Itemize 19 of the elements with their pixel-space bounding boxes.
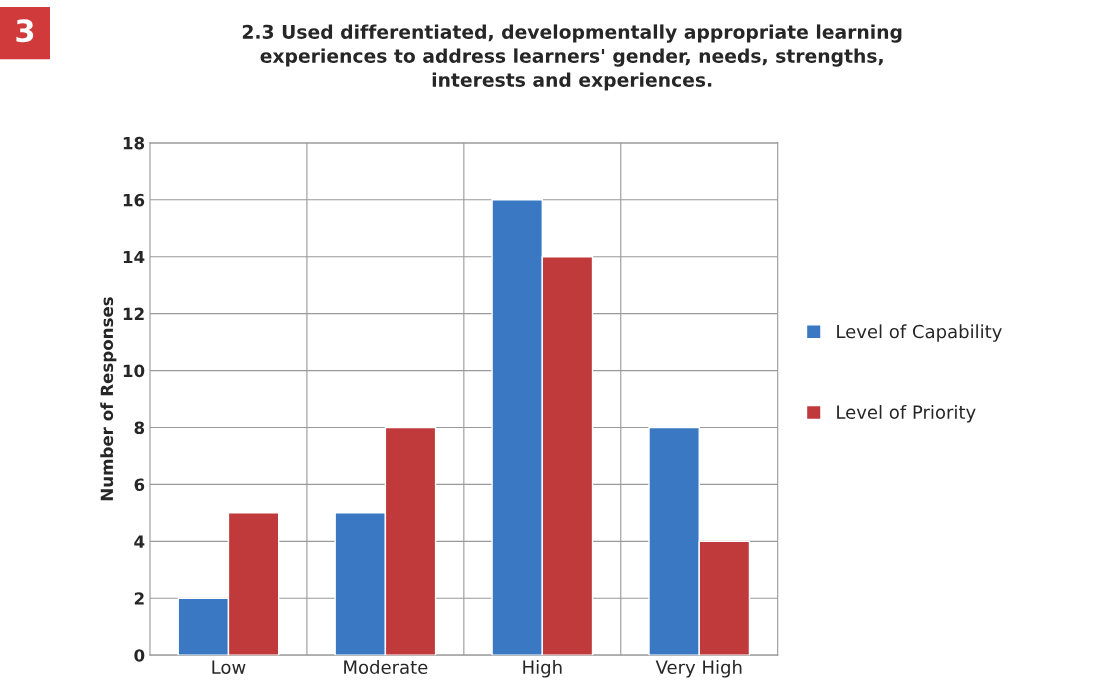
x-tick-label: Very High (655, 660, 742, 678)
legend-label: Level of Capability (837, 324, 1002, 342)
y-tick-label: 12 (123, 307, 144, 320)
y-tick-label: 10 (123, 364, 145, 378)
y-axis-title: Number of Responses (100, 297, 117, 501)
y-tick-label: 14 (123, 250, 145, 264)
y-tick-label: 18 (123, 136, 145, 150)
x-tick-label: Low (212, 660, 246, 675)
text: 3 (16, 19, 34, 43)
y-tick-label: 4 (134, 535, 145, 548)
y-tick-label: 2 (134, 592, 144, 605)
legend-label: Level of Priority (837, 405, 976, 423)
y-tick-label: 0 (134, 649, 145, 662)
x-tick-label: High (523, 660, 562, 678)
chart-title: 2.3 Used differentiated, developmentally appropriate learning experiences to address learners' gender, needs, strengths, interests and experiences. (242, 24, 902, 91)
x-tick-label: Moderate (344, 660, 428, 675)
y-tick-label: 8 (134, 421, 145, 435)
y-tick-label: 6 (134, 478, 145, 491)
y-tick-label: 16 (123, 193, 145, 207)
